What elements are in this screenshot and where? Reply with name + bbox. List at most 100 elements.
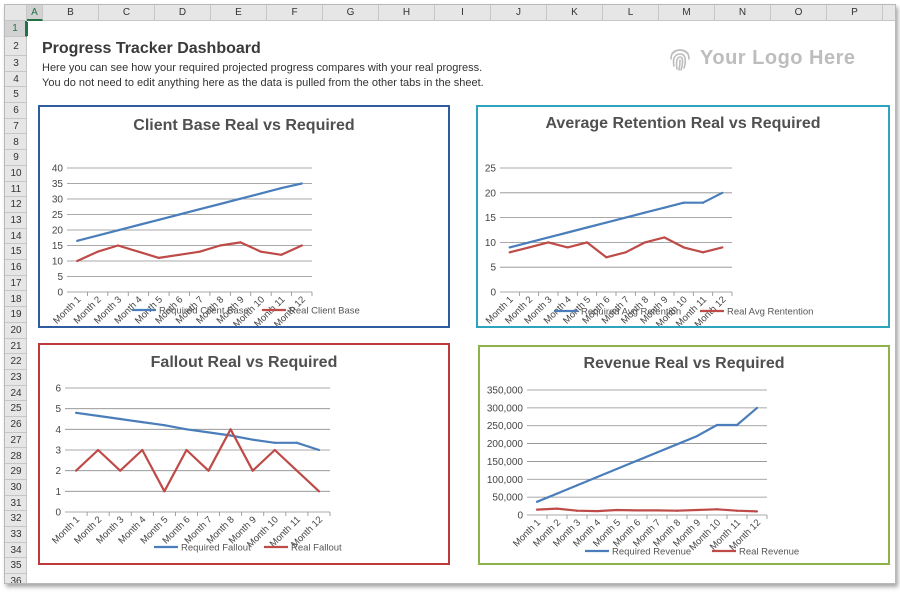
row-header-31[interactable]: 31 [5, 496, 27, 512]
row-header-33[interactable]: 33 [5, 527, 27, 543]
row-header-32[interactable]: 32 [5, 511, 27, 527]
series-line-real-avg-rentention [509, 236, 723, 259]
y-tick-label: 100,000 [487, 475, 524, 486]
row-header-20[interactable]: 20 [5, 323, 27, 339]
column-headers: ABCDEFGHIJKLMNOPQ [27, 5, 895, 21]
chart-title: Client Base Real vs Required [133, 117, 355, 134]
column-header-h[interactable]: H [379, 5, 435, 21]
spreadsheet-window: ABCDEFGHIJKLMNOPQ 1234567891011121314151… [4, 4, 896, 584]
column-header-q[interactable]: Q [883, 5, 895, 21]
row-header-34[interactable]: 34 [5, 543, 27, 559]
series-line-required-fallout [75, 411, 320, 452]
y-tick-label: 150,000 [487, 457, 524, 468]
row-header-6[interactable]: 6 [5, 103, 27, 119]
row-header-21[interactable]: 21 [5, 339, 27, 355]
row-header-4[interactable]: 4 [5, 72, 27, 88]
data-point [76, 259, 79, 263]
chart-panel-revenue[interactable]: Revenue Real vs Required 0 50,000 100,000 1… [478, 345, 890, 565]
row-headers: 1 2 3 4 5 6 7 8 9 10 11 12 13 14 15 16 17 18 19 20 21 22 23 24 2… [5, 21, 27, 583]
column-header-b[interactable]: B [43, 5, 99, 21]
data-point [735, 509, 739, 512]
row-header-12[interactable]: 12 [5, 197, 27, 213]
column-header-g[interactable]: G [323, 5, 379, 21]
column-header-a[interactable]: A [27, 5, 43, 21]
data-point [300, 182, 303, 185]
data-point [605, 256, 608, 259]
row-header-11[interactable]: 11 [5, 182, 27, 198]
data-point [259, 192, 263, 195]
data-point [605, 221, 608, 224]
row-header-15[interactable]: 15 [5, 244, 27, 261]
column-header-f[interactable]: F [267, 5, 323, 21]
row-header-27[interactable]: 27 [5, 433, 27, 449]
y-tick-label: 30 [52, 195, 64, 206]
data-point [219, 244, 222, 247]
data-point [547, 236, 550, 239]
data-point [239, 241, 242, 244]
data-point [527, 241, 531, 244]
column-header-j[interactable]: J [491, 5, 547, 21]
column-header-o[interactable]: O [771, 5, 827, 21]
data-point [643, 241, 647, 244]
column-header-m[interactable]: M [659, 5, 715, 21]
data-point [735, 423, 739, 427]
data-point [643, 211, 647, 214]
column-header-n[interactable]: N [715, 5, 771, 21]
row-header-30[interactable]: 30 [5, 480, 27, 496]
data-point [695, 434, 699, 438]
data-point [96, 250, 99, 253]
series-line-required-revenue [536, 407, 758, 503]
row-header-22[interactable]: 22 [5, 354, 27, 370]
logo-text: Your Logo Here [700, 46, 856, 69]
row-header-2[interactable]: 2 [5, 37, 27, 56]
data-point [116, 229, 120, 232]
row-header-29[interactable]: 29 [5, 464, 27, 480]
column-header-c[interactable]: C [99, 5, 155, 21]
column-header-p[interactable]: P [827, 5, 883, 21]
data-point [280, 187, 283, 190]
row-header-19[interactable]: 19 [5, 307, 27, 323]
row-header-7[interactable]: 7 [5, 119, 27, 135]
data-point [74, 469, 78, 472]
row-header-18[interactable]: 18 [5, 292, 27, 308]
row-header-13[interactable]: 13 [5, 213, 27, 229]
row-header-3[interactable]: 3 [5, 56, 27, 72]
legend-label: Real Client Base [289, 306, 360, 317]
data-point [675, 443, 679, 446]
y-tick-label: 15 [485, 213, 497, 224]
column-header-l[interactable]: L [603, 5, 659, 21]
y-tick-label: 20 [52, 226, 64, 237]
chart-panel-average-retention[interactable]: Average Retention Real vs Required 0 5 10 1… [476, 105, 890, 328]
chart-panel-client-base[interactable]: Client Base Real vs Required 0 5 10 15 20 25 3… [38, 105, 450, 328]
row-header-24[interactable]: 24 [5, 386, 27, 402]
row-header-5[interactable]: 5 [5, 87, 27, 104]
row-header-10[interactable]: 10 [5, 166, 27, 182]
column-header-d[interactable]: D [155, 5, 211, 21]
row-header-16[interactable]: 16 [5, 260, 27, 276]
column-header-i[interactable]: I [435, 5, 491, 21]
column-header-e[interactable]: E [211, 5, 267, 21]
data-point [163, 490, 166, 493]
row-header-25[interactable]: 25 [5, 401, 27, 418]
row-header-23[interactable]: 23 [5, 370, 27, 386]
row-header-17[interactable]: 17 [5, 276, 27, 292]
row-header-35[interactable]: 35 [5, 558, 27, 575]
data-point [701, 251, 705, 254]
series-line-required-avg-retention [509, 191, 723, 249]
logo: Your Logo Here [668, 44, 856, 72]
row-header-36[interactable]: 36 [5, 574, 27, 583]
data-point [273, 441, 276, 444]
row-header-9[interactable]: 9 [5, 150, 27, 166]
row-header-28[interactable]: 28 [5, 449, 27, 465]
row-header-14[interactable]: 14 [5, 229, 27, 245]
column-header-k[interactable]: K [547, 5, 603, 21]
row-header-8[interactable]: 8 [5, 135, 27, 151]
legend-label: Real Avg Rentention [727, 307, 813, 318]
data-point [624, 251, 627, 254]
data-point [682, 246, 685, 249]
row-header-26[interactable]: 26 [5, 417, 27, 433]
y-tick-label: 15 [52, 241, 64, 252]
select-all-corner[interactable] [5, 5, 27, 21]
row-header-1[interactable]: 1 [5, 21, 27, 37]
